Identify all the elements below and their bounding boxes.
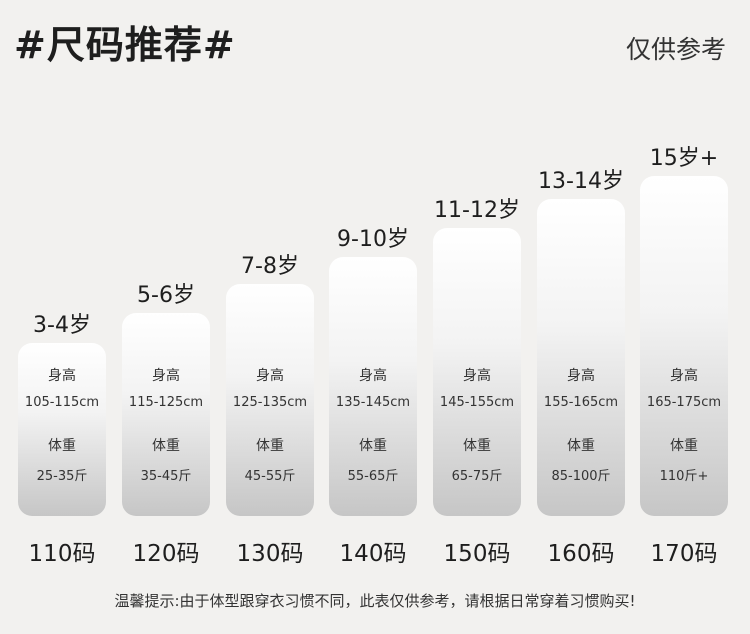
age-label: 5-6岁 — [137, 283, 195, 308]
size-column: 3-4岁身高 105-115cm 体重 25-35斤 110码 — [18, 0, 106, 634]
size-card-body: 身高 105-115cm 体重 25-35斤 — [18, 341, 106, 516]
size-column: 9-10岁身高 135-145cm 体重 55-65斤 140码 — [329, 0, 417, 634]
weight-value: 65-75斤 — [451, 469, 503, 484]
size-card: 身高 145-155cm 体重 65-75斤 — [433, 228, 521, 516]
size-card-body: 身高 155-165cm 体重 85-100斤 — [537, 341, 625, 516]
size-column: 7-8岁身高 125-135cm 体重 45-55斤 130码 — [226, 0, 314, 634]
size-column: 13-14岁身高 155-165cm 体重 85-100斤 160码 — [537, 0, 625, 634]
weight-label: 体重 — [359, 438, 387, 454]
weight-value: 85-100斤 — [551, 469, 611, 484]
size-card: 身高 115-125cm 体重 35-45斤 — [122, 313, 210, 516]
page-title: #尺码推荐# — [14, 23, 236, 67]
size-card-body: 身高 165-175cm 体重 110斤+ — [640, 341, 728, 516]
weight-value: 110斤+ — [659, 469, 709, 484]
weight-value: 25-35斤 — [36, 469, 88, 484]
height-label: 身高 — [48, 368, 76, 384]
size-column: 15岁+ 身高 165-175cm 体重 110斤+ 170码 — [640, 0, 728, 634]
weight-label: 体重 — [152, 438, 180, 454]
size-card: 身高 135-145cm 体重 55-65斤 — [329, 257, 417, 516]
age-label: 13-14岁 — [538, 169, 624, 194]
height-value: 135-145cm — [335, 395, 411, 410]
height-label: 身高 — [463, 368, 491, 384]
size-column: 11-12岁身高 145-155cm 体重 65-75斤 150码 — [433, 0, 521, 634]
weight-value: 55-65斤 — [347, 469, 399, 484]
weight-label: 体重 — [567, 438, 595, 454]
size-card-body: 身高 125-135cm 体重 45-55斤 — [226, 341, 314, 516]
age-label: 7-8岁 — [241, 254, 299, 279]
height-label: 身高 — [256, 368, 284, 384]
height-label: 身高 — [152, 368, 180, 384]
size-card: 身高 155-165cm 体重 85-100斤 — [537, 199, 625, 516]
weight-label: 体重 — [48, 438, 76, 454]
height-value: 155-165cm — [543, 395, 619, 410]
tip-text: 温馨提示:由于体型跟穿衣习惯不同，此表仅供参考，请根据日常穿着习惯购买! — [114, 592, 636, 610]
size-card-body: 身高 115-125cm 体重 35-45斤 — [122, 341, 210, 516]
size-code: 170码 — [650, 541, 718, 567]
height-label: 身高 — [567, 368, 595, 384]
size-code: 130码 — [236, 541, 304, 567]
height-value: 105-115cm — [24, 395, 100, 410]
size-card: 身高 125-135cm 体重 45-55斤 — [226, 284, 314, 516]
weight-value: 35-45斤 — [140, 469, 192, 484]
height-value: 165-175cm — [646, 395, 722, 410]
age-label: 9-10岁 — [337, 227, 409, 252]
weight-label: 体重 — [463, 438, 491, 454]
size-card: 身高 165-175cm 体重 110斤+ — [640, 176, 728, 516]
weight-label: 体重 — [670, 438, 698, 454]
size-code: 150码 — [443, 541, 511, 567]
height-label: 身高 — [670, 368, 698, 384]
size-column: 5-6岁身高 115-125cm 体重 35-45斤 120码 — [122, 0, 210, 634]
height-value: 115-125cm — [128, 395, 204, 410]
reference-note: 仅供参考 — [625, 35, 726, 64]
size-card: 身高 105-115cm 体重 25-35斤 — [18, 343, 106, 516]
age-label: 3-4岁 — [33, 313, 91, 338]
size-code: 140码 — [339, 541, 407, 567]
height-value: 145-155cm — [439, 395, 515, 410]
size-card-body: 身高 145-155cm 体重 65-75斤 — [433, 341, 521, 516]
weight-label: 体重 — [256, 438, 284, 454]
size-code: 110码 — [28, 541, 96, 567]
age-label: 11-12岁 — [434, 198, 520, 223]
height-label: 身高 — [359, 368, 387, 384]
size-card-body: 身高 135-145cm 体重 55-65斤 — [329, 341, 417, 516]
height-value: 125-135cm — [232, 395, 308, 410]
size-code: 120码 — [132, 541, 200, 567]
weight-value: 45-55斤 — [244, 469, 296, 484]
age-label: 15岁+ — [649, 146, 719, 171]
size-code: 160码 — [547, 541, 615, 567]
